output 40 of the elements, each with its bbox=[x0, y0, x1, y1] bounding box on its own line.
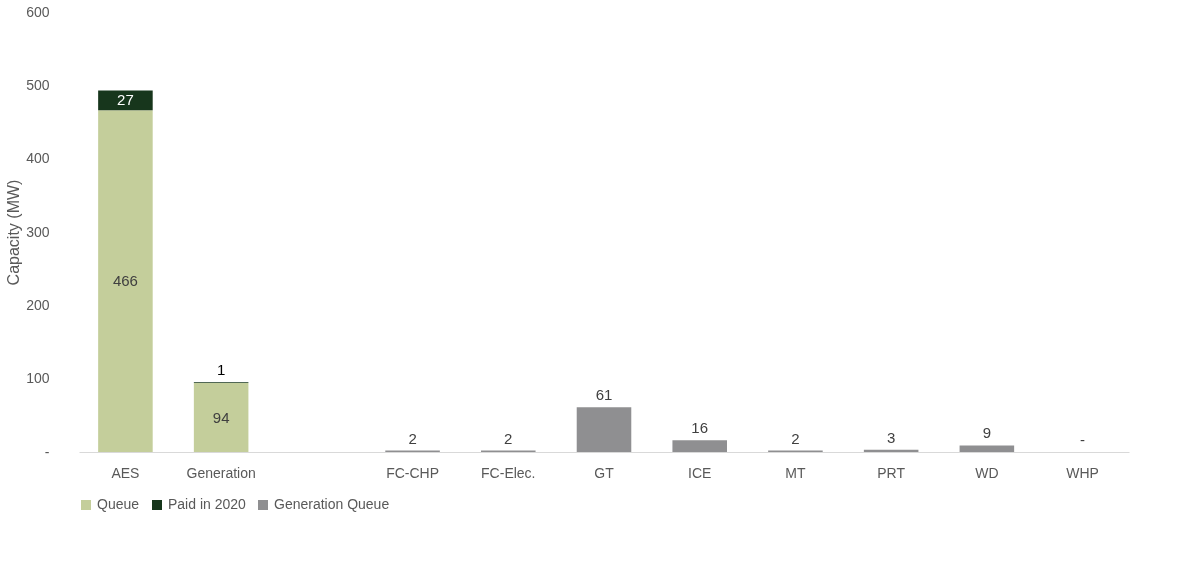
x-tick-label: MT bbox=[785, 464, 806, 481]
x-tick-label: WHP bbox=[1066, 464, 1099, 481]
x-tick-label: FC-CHP bbox=[386, 464, 440, 481]
bar bbox=[576, 407, 632, 452]
y-tick-label: 400 bbox=[26, 150, 50, 167]
data-label: 1 bbox=[216, 361, 226, 379]
data-label: 16 bbox=[691, 419, 709, 437]
data-label: 61 bbox=[595, 386, 613, 404]
data-label: 94 bbox=[212, 408, 230, 426]
data-label: 9 bbox=[982, 424, 992, 442]
bar bbox=[959, 445, 1015, 452]
bar bbox=[863, 449, 919, 452]
data-label: 2 bbox=[408, 429, 417, 447]
data-label: 2 bbox=[791, 429, 800, 447]
x-tick-label: GT bbox=[594, 464, 615, 481]
x-tick-label: Generation bbox=[186, 464, 256, 481]
data-label: 2 bbox=[504, 429, 513, 447]
x-tick-label: PRT bbox=[877, 464, 906, 481]
y-tick-label: 500 bbox=[26, 76, 50, 93]
y-tick-label: - bbox=[44, 443, 50, 460]
legend-label: Generation Queue bbox=[274, 496, 390, 512]
data-label: 27 bbox=[117, 91, 134, 109]
y-tick-label: 100 bbox=[26, 370, 50, 387]
legend-label: Paid in 2020 bbox=[168, 496, 247, 512]
bar bbox=[98, 90, 153, 111]
legend-label: Queue bbox=[97, 496, 140, 512]
data-label: - bbox=[1080, 431, 1086, 448]
x-tick-label: FC-Elec. bbox=[481, 464, 536, 481]
y-axis-title: Capacity (MW) bbox=[5, 179, 23, 286]
bar bbox=[98, 110, 153, 452]
x-tick-label: ICE bbox=[688, 464, 712, 481]
x-tick-label: AES bbox=[111, 464, 140, 481]
y-tick-label: 600 bbox=[26, 3, 50, 20]
data-label: 3 bbox=[886, 428, 896, 446]
y-tick-label: 200 bbox=[26, 296, 50, 313]
y-tick-label: 300 bbox=[26, 223, 50, 240]
bar bbox=[672, 440, 727, 452]
x-tick-label: WD bbox=[975, 464, 999, 481]
data-label: 466 bbox=[112, 272, 138, 290]
bar bbox=[193, 383, 249, 452]
